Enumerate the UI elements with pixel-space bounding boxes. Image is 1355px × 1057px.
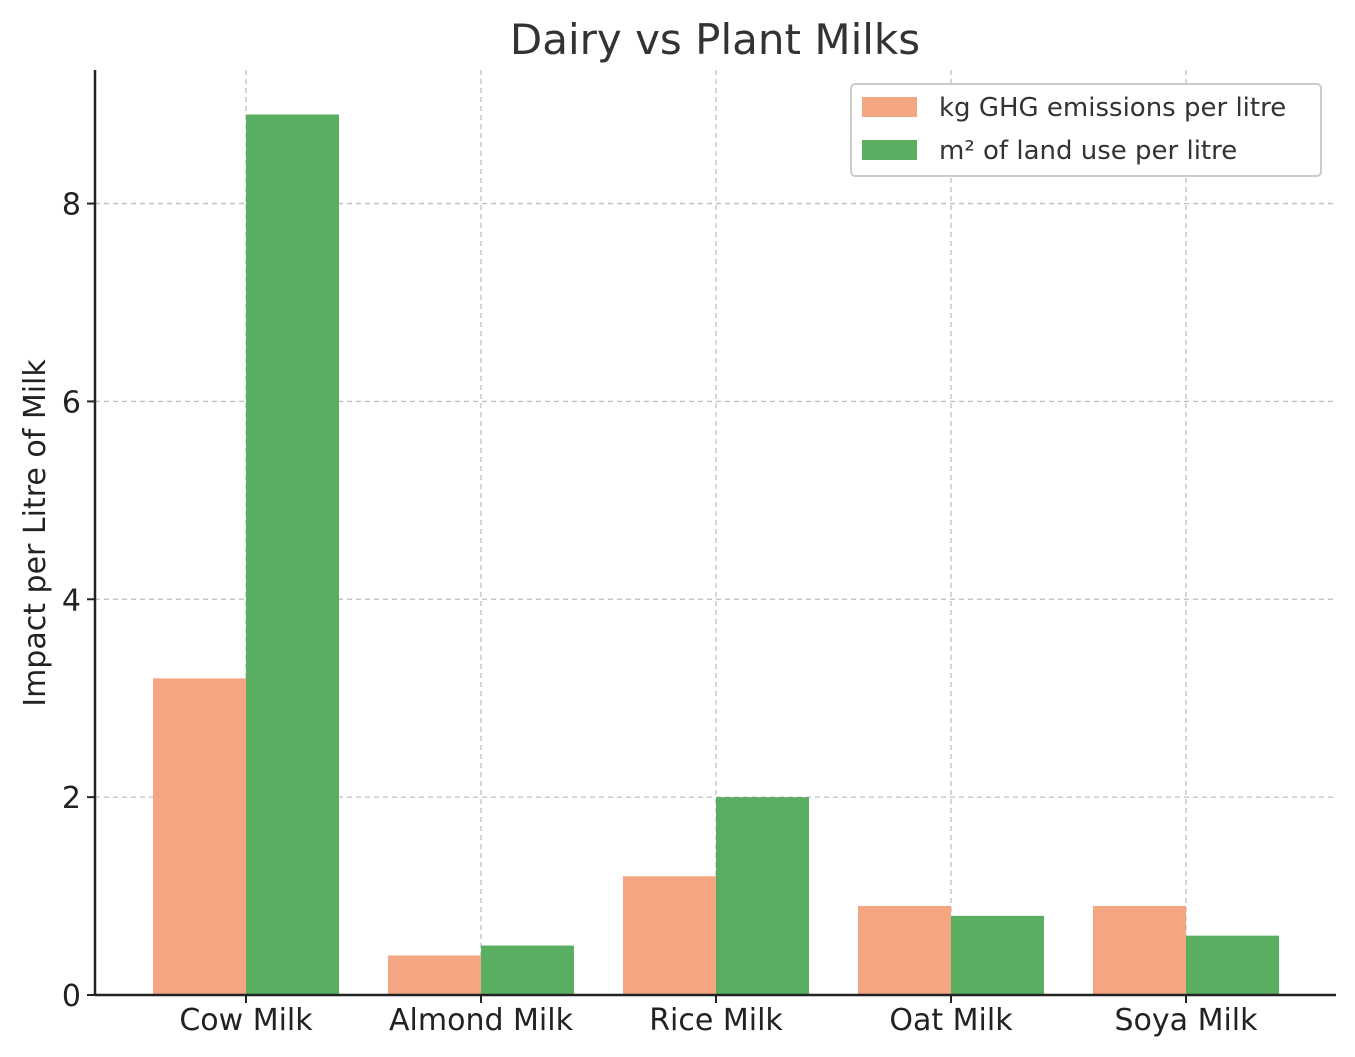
bar-land-4	[1186, 935, 1279, 995]
bar-ghg-4	[1093, 905, 1186, 995]
x-tick-label: Rice Milk	[649, 1003, 783, 1038]
bar-land-0	[246, 114, 339, 995]
y-tick-label: 6	[62, 385, 81, 420]
legend-label-ghg: kg GHG emissions per litre	[939, 93, 1286, 123]
bars-layer	[153, 114, 1279, 995]
legend: kg GHG emissions per litre m² of land us…	[850, 83, 1322, 177]
y-tick-label: 0	[62, 979, 81, 1014]
legend-box	[850, 83, 1322, 177]
ticks-layer: 0 2 4 6 8 Cow Milk Almond Milk Rice Milk Oat Mil…	[62, 188, 1258, 1038]
bar-land-1	[481, 945, 574, 995]
legend-label-land: m² of land use per litre	[939, 136, 1237, 166]
bar-land-2	[716, 797, 809, 995]
y-tick-label: 4	[62, 583, 81, 618]
legend-swatch-land	[862, 140, 917, 160]
y-axis-label: Impact per Litre of Milk	[18, 359, 53, 707]
y-tick-label: 8	[62, 188, 81, 223]
bar-ghg-1	[388, 955, 481, 995]
bar-ghg-3	[858, 905, 951, 995]
y-tick-label: 2	[62, 781, 81, 816]
legend-swatch-ghg	[862, 97, 917, 117]
chart-title: Dairy vs Plant Milks	[510, 15, 920, 64]
x-tick-label: Cow Milk	[179, 1003, 313, 1038]
bar-ghg-2	[623, 876, 716, 995]
x-tick-label: Almond Milk	[389, 1003, 574, 1038]
x-tick-label: Oat Milk	[889, 1003, 1013, 1038]
bar-land-3	[951, 915, 1044, 995]
bar-ghg-0	[153, 678, 246, 995]
x-tick-label: Soya Milk	[1115, 1003, 1259, 1038]
